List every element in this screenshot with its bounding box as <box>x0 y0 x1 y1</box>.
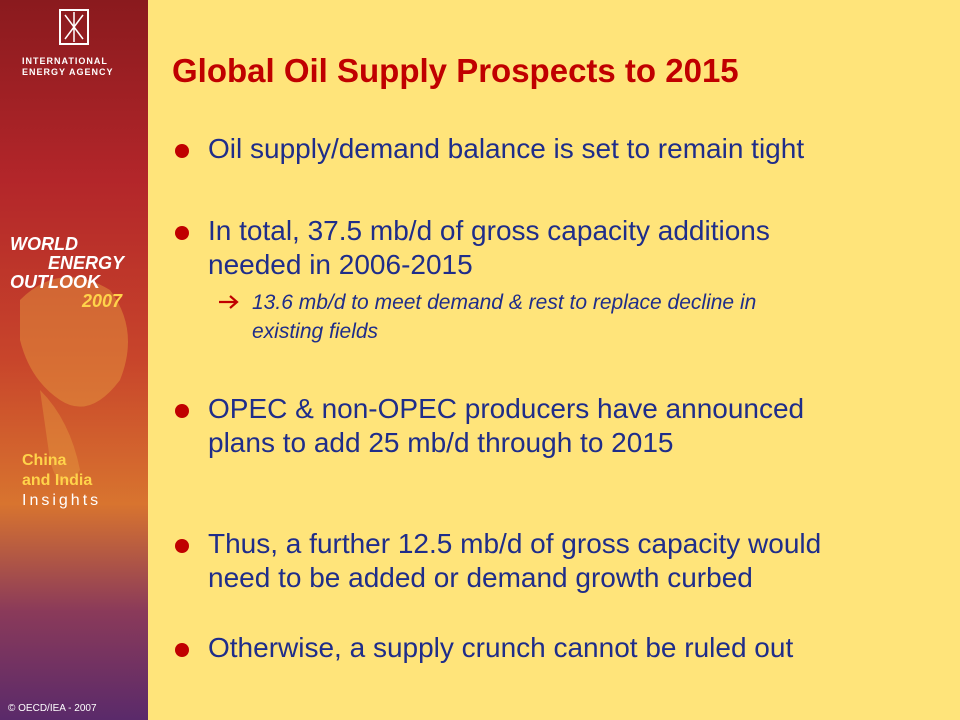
sidebar: INTERNATIONAL ENERGY AGENCY WORLD ENERGY OUT… <box>0 0 148 720</box>
bullet-item: In total, 37.5 mb/d of gross capacity ad… <box>172 214 770 346</box>
report-name: 2007 <box>82 291 123 311</box>
edition-name: Insights <box>22 492 102 509</box>
bullet-text: need to be added or demand growth curbed <box>208 562 753 593</box>
bullet-dot <box>175 643 189 657</box>
sub-bullet-text: 13.6 mb/d to meet demand & rest to repla… <box>252 291 757 314</box>
bullet-text: plans to add 25 mb/d through to 2015 <box>208 427 674 458</box>
bullet-item: Thus, a further 12.5 mb/d of gross capac… <box>172 527 821 595</box>
bullet-dot <box>175 144 189 158</box>
agency-name: INTERNATIONAL <box>22 56 108 66</box>
bullet-dot <box>175 226 189 240</box>
edition-name: and India <box>22 472 93 489</box>
slide-title: Global Oil Supply Prospects to 2015 <box>172 52 739 89</box>
bullet-dot <box>175 404 189 418</box>
bullet-dot <box>175 539 189 553</box>
bullet-item: Oil supply/demand balance is set to rema… <box>172 132 804 166</box>
bullet-text: Oil supply/demand balance is set to rema… <box>208 133 805 164</box>
report-name: OUTLOOK <box>10 272 100 292</box>
bullet-item: OPEC & non-OPEC producers have announced… <box>172 392 804 460</box>
copyright: © OECD/IEA - 2007 <box>8 703 97 714</box>
bullet-text: Otherwise, a supply crunch cannot be rul… <box>208 632 794 663</box>
report-name: WORLD <box>10 234 78 254</box>
bullet-item: Otherwise, a supply crunch cannot be rul… <box>172 631 793 665</box>
sidebar-art <box>20 9 128 483</box>
sub-bullet: 13.6 mb/d to meet demand & rest to repla… <box>219 288 770 346</box>
sub-arrow <box>219 295 239 309</box>
bullet-text: OPEC & non-OPEC producers have announced <box>208 393 805 424</box>
report-name: ENERGY <box>48 253 125 273</box>
sub-bullet-text: existing fields <box>252 320 379 343</box>
bullet-text: needed in 2006-2015 <box>208 249 473 280</box>
agency-name: ENERGY AGENCY <box>22 67 114 77</box>
bullet-text: Thus, a further 12.5 mb/d of gross capac… <box>208 528 822 559</box>
edition-name: China <box>22 452 67 469</box>
bullet-text: In total, 37.5 mb/d of gross capacity ad… <box>208 215 770 246</box>
